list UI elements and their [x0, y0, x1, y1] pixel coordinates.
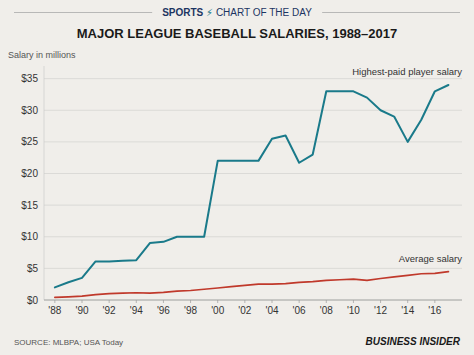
x-tick-label: '10 — [347, 305, 360, 316]
title: MAJOR LEAGUE BASEBALL SALARIES, 1988–201… — [77, 26, 398, 41]
grid-line — [44, 78, 462, 79]
grid — [44, 79, 462, 300]
x-tick — [326, 300, 327, 303]
grid-line — [44, 110, 462, 111]
grid-line — [44, 205, 462, 206]
header-rule — [14, 12, 152, 13]
chart: SPORTS ⚡ CHART OF THE DAY MAJOR LEAGUE BA… — [0, 0, 474, 355]
x-tick — [82, 300, 83, 303]
x-tick-label: '96 — [157, 305, 170, 316]
x-tick — [190, 300, 191, 303]
x-tick-label: '00 — [211, 305, 224, 316]
x-tick — [163, 300, 164, 303]
y-tick-label: $25 — [21, 136, 38, 147]
y-tick-label: $10 — [21, 231, 38, 242]
x-tick — [109, 300, 110, 303]
x-tick-label: '88 — [48, 305, 61, 316]
header-rule — [322, 12, 460, 13]
y-tick-label: $15 — [21, 200, 38, 211]
series-line — [55, 85, 449, 287]
series-line — [55, 272, 449, 298]
header-part: CHART OF THE DAY — [216, 7, 312, 18]
y-axis-label: Salary in millions — [8, 50, 76, 60]
y-tick-label: $0 — [27, 295, 39, 306]
y-tick-label: $35 — [21, 73, 38, 84]
x-tick-label: '90 — [75, 305, 88, 316]
x-tick — [299, 300, 300, 303]
x-tick — [272, 300, 273, 303]
footer: BUSINESS INSIDER — [366, 336, 461, 347]
x-tick-label: '98 — [184, 305, 197, 316]
y-tick-label: $5 — [27, 263, 39, 274]
x-tick-label: '12 — [374, 305, 387, 316]
header: SPORTS ⚡ CHART OF THE DAY — [162, 7, 312, 18]
x-tick-label: '06 — [293, 305, 306, 316]
x-tick-label: '08 — [320, 305, 333, 316]
x-tick — [217, 300, 218, 303]
y-tick-label: $30 — [21, 105, 38, 116]
x-tick — [54, 300, 55, 303]
x-tick — [407, 300, 408, 303]
header-part: SPORTS — [162, 7, 203, 18]
x-tick-label: '16 — [428, 305, 441, 316]
y-tick-label: $20 — [21, 168, 38, 179]
header-part: ⚡ — [203, 7, 216, 18]
x-axis-line — [44, 300, 462, 301]
grid-line — [44, 141, 462, 142]
series-group — [55, 85, 449, 298]
x-tick — [244, 300, 245, 303]
series-label: Average salary — [399, 253, 462, 264]
grid-line — [44, 236, 462, 237]
x-tick — [136, 300, 137, 303]
x-tick — [353, 300, 354, 303]
x-tick-label: '14 — [401, 305, 414, 316]
x-tick — [380, 300, 381, 303]
x-tick-label: '04 — [265, 305, 278, 316]
grid-line — [44, 300, 462, 301]
background — [0, 0, 474, 355]
x-tick-label: '92 — [103, 305, 116, 316]
grid-line — [44, 173, 462, 174]
x-tick — [434, 300, 435, 303]
series-label: Highest-paid player salary — [352, 66, 462, 77]
source: SOURCE: MLBPA; USA Today — [14, 338, 123, 347]
x-tick-label: '94 — [130, 305, 143, 316]
y-axis-line — [44, 66, 45, 300]
x-tick-label: '02 — [238, 305, 251, 316]
grid-line — [44, 268, 462, 269]
